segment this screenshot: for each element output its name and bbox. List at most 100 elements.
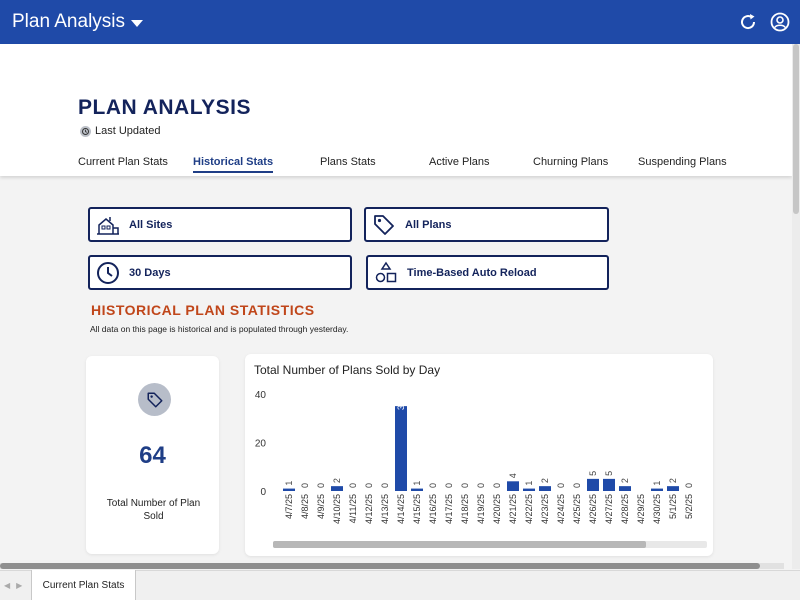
next-sheet-icon[interactable]: ▶ bbox=[16, 581, 23, 590]
x-tick-label: 4/10/25 bbox=[332, 494, 342, 524]
last-updated: Last Updated bbox=[80, 125, 160, 137]
section-title: HISTORICAL PLAN STATISTICS bbox=[91, 302, 315, 318]
x-tick-label: 4/18/25 bbox=[460, 494, 470, 524]
page-title: PLAN ANALYSIS bbox=[78, 96, 251, 119]
x-tick-label: 4/8/25 bbox=[300, 494, 310, 519]
section-description: All data on this page is historical and … bbox=[90, 324, 349, 334]
refresh-icon[interactable] bbox=[738, 12, 758, 32]
bar-value-label: 2 bbox=[332, 478, 342, 483]
clock-icon bbox=[95, 260, 121, 286]
tab-churning-plans[interactable]: Churning Plans bbox=[533, 156, 609, 168]
bar[interactable] bbox=[331, 486, 343, 491]
vertical-scrollbar-thumb[interactable] bbox=[793, 44, 799, 214]
plans-by-day-chart: 0204014/7/2504/8/2504/9/2524/10/2504/11/… bbox=[255, 390, 694, 524]
page-horizontal-scrollbar[interactable] bbox=[0, 563, 784, 569]
x-tick-label: 4/27/25 bbox=[604, 494, 614, 524]
bar[interactable] bbox=[651, 488, 663, 491]
bar-value-label: 5 bbox=[588, 471, 598, 476]
bar[interactable] bbox=[395, 406, 407, 491]
bar-value-label: 1 bbox=[652, 481, 662, 486]
prev-sheet-icon[interactable]: ◀ bbox=[4, 581, 11, 590]
tab-bar: Current Plan Stats Historical Stats Plan… bbox=[0, 156, 792, 176]
bar-value-label: 0 bbox=[556, 483, 566, 488]
x-tick-label: 4/16/25 bbox=[428, 494, 438, 524]
tab-plans-stats[interactable]: Plans Stats bbox=[320, 156, 376, 168]
x-tick-label: 4/13/25 bbox=[380, 494, 390, 524]
bar-value-label: 2 bbox=[540, 478, 550, 483]
app-title-dropdown[interactable]: Plan Analysis bbox=[12, 11, 144, 33]
bar-value-label: 1 bbox=[412, 481, 422, 486]
chart-scrollbar-thumb[interactable] bbox=[273, 541, 646, 548]
period-filter-label: 30 Days bbox=[129, 266, 171, 279]
page-vertical-scrollbar[interactable] bbox=[792, 44, 800, 569]
bar[interactable] bbox=[587, 478, 599, 491]
tab-suspending-plans[interactable]: Suspending Plans bbox=[638, 156, 727, 168]
y-tick-label: 0 bbox=[260, 487, 266, 498]
bar-value-label: 1 bbox=[284, 481, 294, 486]
x-tick-label: 4/23/25 bbox=[540, 494, 550, 524]
app-header: Plan Analysis bbox=[0, 0, 800, 44]
x-tick-label: 4/11/25 bbox=[348, 494, 358, 523]
period-filter-button[interactable]: 30 Days bbox=[88, 255, 352, 290]
x-tick-label: 4/20/25 bbox=[492, 494, 502, 524]
bar-value-label: 1 bbox=[524, 481, 534, 486]
total-plans-label: Total Number of Plan Sold bbox=[106, 498, 201, 522]
bar-value-label: 0 bbox=[300, 483, 310, 488]
bar[interactable] bbox=[619, 486, 631, 491]
plans-filter-button[interactable]: All Plans bbox=[364, 207, 609, 242]
app-title: Plan Analysis bbox=[12, 11, 126, 32]
x-tick-label: 4/15/25 bbox=[412, 494, 422, 524]
bar[interactable] bbox=[507, 481, 519, 491]
bar-value-label: 0 bbox=[444, 483, 454, 488]
total-plans-value: 64 bbox=[139, 442, 166, 469]
x-tick-label: 5/2/25 bbox=[684, 494, 694, 519]
plans-by-day-chart-card: Total Number of Plans Sold by Day 0 20 40 1… bbox=[245, 354, 713, 556]
sites-filter-label: All Sites bbox=[129, 218, 173, 231]
sheet-tab-current-plan-stats[interactable]: Current Plan Stats bbox=[31, 570, 136, 600]
bar[interactable] bbox=[667, 486, 679, 491]
history-icon bbox=[80, 125, 91, 137]
house-icon bbox=[95, 212, 121, 238]
plan-type-filter-button[interactable]: Time-Based Auto Reload bbox=[366, 255, 609, 290]
bar[interactable] bbox=[523, 488, 535, 491]
x-tick-label: 4/9/25 bbox=[316, 494, 326, 519]
x-tick-label: 4/12/25 bbox=[364, 494, 374, 524]
bar-value-label: 0 bbox=[572, 483, 582, 488]
bar[interactable] bbox=[539, 486, 551, 491]
x-tick-label: 4/19/25 bbox=[476, 494, 486, 524]
bar[interactable] bbox=[411, 488, 423, 491]
y-tick-label: 40 bbox=[255, 390, 267, 401]
last-updated-label: Last Updated bbox=[95, 125, 161, 137]
bar-value-label: 2 bbox=[668, 478, 678, 483]
bar-value-label: 0 bbox=[476, 483, 486, 488]
tag-icon bbox=[371, 212, 397, 238]
plan-type-filter-label: Time-Based Auto Reload bbox=[407, 266, 537, 279]
bar-value-label: 0 bbox=[348, 483, 358, 488]
sites-filter-button[interactable]: All Sites bbox=[88, 207, 352, 242]
tab-active-plans[interactable]: Active Plans bbox=[429, 156, 490, 168]
tab-current-plan-stats[interactable]: Current Plan Stats bbox=[78, 156, 168, 168]
x-tick-label: 4/21/25 bbox=[508, 494, 518, 524]
horizontal-scrollbar-thumb[interactable] bbox=[0, 563, 760, 569]
x-tick-label: 4/7/25 bbox=[284, 494, 294, 519]
x-tick-label: 4/25/25 bbox=[572, 494, 582, 524]
chart-title: Total Number of Plans Sold by Day bbox=[254, 363, 441, 377]
chart-horizontal-scrollbar[interactable] bbox=[273, 541, 707, 548]
caret-down-icon bbox=[131, 19, 144, 27]
user-account-icon[interactable] bbox=[770, 12, 790, 32]
bar-value-label: 0 bbox=[380, 483, 390, 488]
tab-historical-stats[interactable]: Historical Stats bbox=[193, 156, 274, 173]
bar-value-label: 35 bbox=[396, 400, 406, 410]
bar-value-label: 0 bbox=[492, 483, 502, 488]
bar[interactable] bbox=[603, 478, 615, 491]
bar-value-label: 0 bbox=[460, 483, 470, 488]
bar-value-label: 4 bbox=[508, 473, 518, 478]
x-tick-label: 4/14/25 bbox=[396, 494, 406, 524]
x-tick-label: 4/28/25 bbox=[620, 494, 630, 524]
x-tick-label: 5/1/25 bbox=[668, 494, 678, 519]
page-header-panel: PLAN ANALYSIS Last Updated Current Plan … bbox=[0, 44, 792, 176]
x-tick-label: 4/24/25 bbox=[556, 494, 566, 524]
plans-filter-label: All Plans bbox=[405, 218, 452, 231]
bar[interactable] bbox=[283, 488, 295, 491]
bar-value-label: 0 bbox=[684, 483, 694, 488]
